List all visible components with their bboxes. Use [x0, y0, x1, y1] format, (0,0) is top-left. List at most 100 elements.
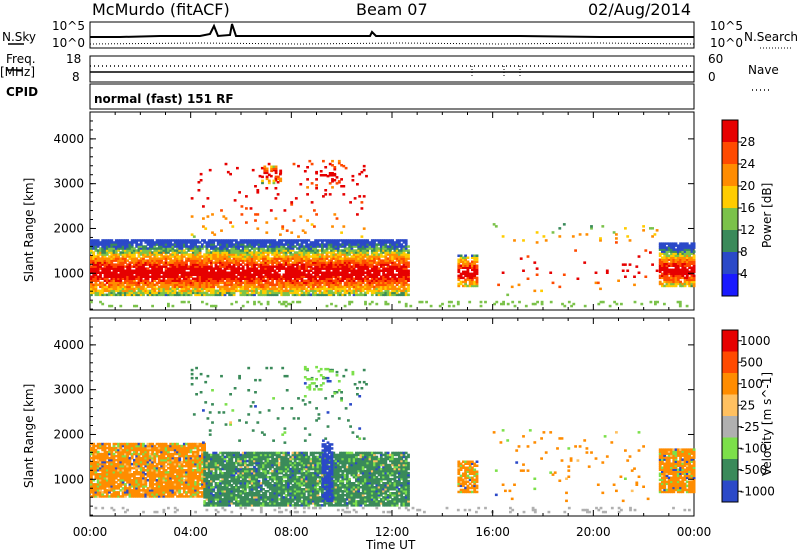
echo-cell	[103, 267, 107, 270]
power-panel	[89, 111, 696, 311]
echo-cell	[278, 251, 281, 254]
echo-cell	[533, 302, 537, 306]
echo-cell	[164, 281, 168, 285]
echo-cell	[124, 279, 127, 282]
echo-cell	[248, 269, 252, 272]
echo-cell	[146, 279, 150, 282]
echo-cell	[96, 442, 100, 446]
echo-cell	[124, 241, 127, 244]
echo-cell	[341, 257, 345, 260]
echo-cell	[315, 172, 318, 175]
echo-cell	[210, 269, 213, 272]
echo-cell	[160, 287, 163, 291]
echo-cell	[90, 462, 93, 466]
echo-cell	[96, 464, 100, 468]
echo-cell	[316, 287, 320, 291]
echo-cell	[261, 175, 264, 179]
echo-cell	[114, 253, 118, 256]
echo-cell	[126, 446, 129, 450]
echo-cell	[185, 289, 188, 293]
echo-cell	[144, 281, 148, 285]
echo-cell	[148, 275, 152, 278]
station-title: McMurdo (fitACF)	[92, 0, 230, 19]
cpid-label: CPID	[6, 85, 39, 99]
echo-cell	[228, 289, 231, 293]
echo-cell	[544, 239, 548, 242]
echo-cell	[475, 282, 479, 286]
echo-cell	[302, 263, 306, 266]
echo-cell	[94, 247, 98, 250]
echo-cell	[692, 264, 696, 267]
echo-cell	[114, 267, 118, 270]
echo-cell	[94, 243, 98, 246]
echo-cell	[685, 248, 689, 251]
echo-cell	[274, 187, 278, 190]
echo-cell	[180, 289, 184, 293]
echo-cell	[92, 444, 96, 448]
echo-cell	[352, 251, 356, 254]
echo-cell	[658, 252, 662, 255]
echo-cell	[398, 261, 401, 264]
echo-cell	[407, 279, 410, 282]
echo-cell	[246, 257, 250, 260]
echo-cell	[350, 289, 354, 293]
echo-cell	[471, 276, 474, 280]
echo-cell	[248, 253, 252, 256]
echo-cell	[325, 273, 329, 276]
echo-cell	[395, 267, 399, 270]
echo-cell	[300, 275, 304, 278]
echo-cell	[110, 469, 114, 472]
echo-cell	[262, 253, 265, 256]
echo-cell	[681, 274, 685, 278]
echo-cell	[173, 287, 177, 291]
echo-cell	[447, 304, 451, 308]
echo-cell	[121, 456, 125, 460]
echo-cell	[393, 253, 397, 256]
echo-cell	[495, 300, 499, 304]
echo-cell	[278, 283, 281, 287]
echo-cell	[685, 258, 689, 261]
echo-cell	[112, 269, 116, 272]
echo-cell	[298, 273, 302, 276]
echo-cell	[361, 241, 365, 244]
echo-cell	[633, 283, 636, 287]
echo-cell	[119, 446, 123, 450]
echo-cell	[146, 251, 150, 254]
echo-cell	[364, 302, 367, 306]
echo-cell	[124, 448, 127, 452]
echo-cell	[126, 263, 129, 266]
echo-cell	[96, 454, 100, 458]
echo-cell	[391, 277, 394, 280]
echo-cell	[112, 265, 116, 268]
echo-cell	[214, 245, 218, 248]
echo-cell	[130, 243, 134, 246]
echo-cell	[667, 258, 671, 261]
echo-cell	[112, 458, 116, 462]
echo-cell	[151, 253, 154, 256]
echo-cell	[268, 245, 272, 248]
echo-cell	[101, 281, 105, 285]
echo-cell	[282, 275, 286, 278]
echo-cell	[402, 287, 406, 291]
echo-cell	[216, 247, 220, 250]
echo-cell	[254, 219, 257, 222]
echo-cell	[379, 289, 383, 293]
echo-cell	[92, 251, 96, 254]
echo-cell	[574, 249, 577, 252]
echo-cell	[194, 243, 197, 246]
echo-cell	[253, 273, 256, 276]
echo-cell	[364, 287, 367, 291]
echo-cell	[128, 446, 132, 450]
echo-cell	[471, 268, 474, 272]
echo-cell	[318, 285, 322, 289]
echo-cell	[135, 265, 139, 268]
echo-cell	[255, 263, 259, 266]
echo-cell	[133, 279, 136, 282]
echo-cell	[336, 249, 340, 252]
echo-cell	[216, 283, 220, 287]
echo-cell	[146, 255, 150, 258]
echo-cell	[212, 271, 216, 274]
echo-cell	[96, 251, 100, 254]
echo-cell	[187, 283, 191, 287]
echo-cell	[219, 255, 222, 258]
